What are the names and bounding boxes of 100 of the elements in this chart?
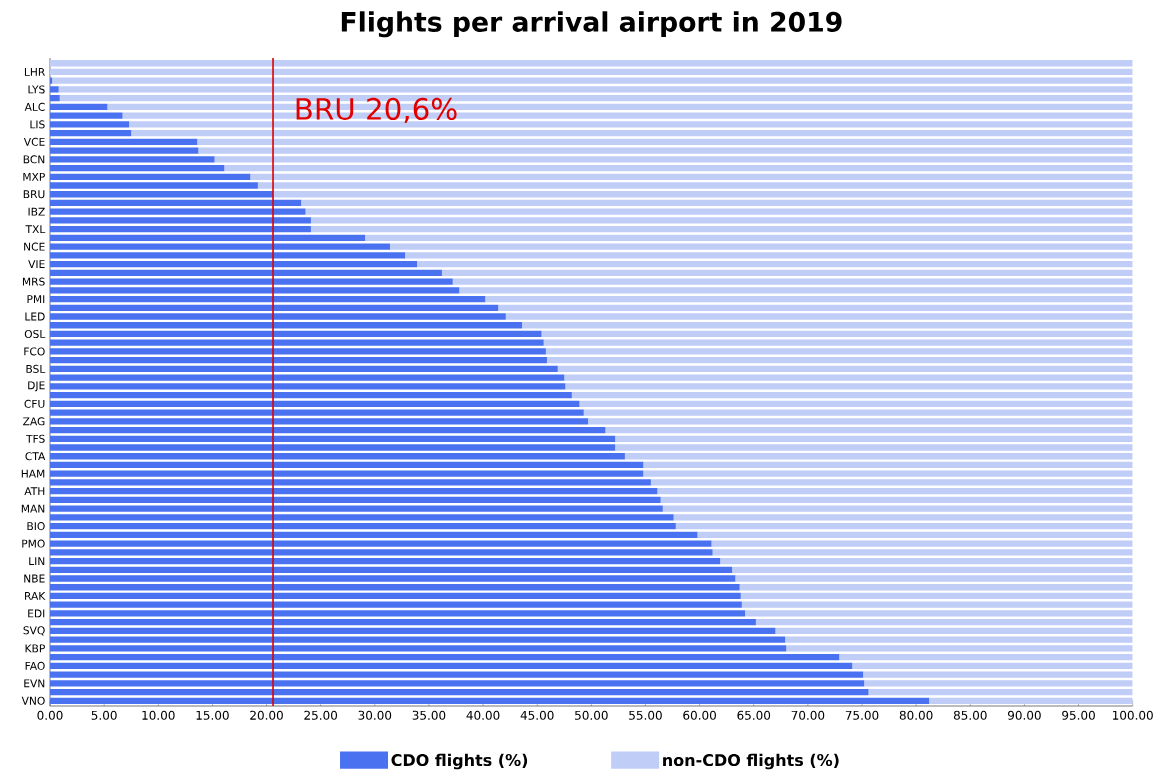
chart-title: Flights per arrival airport in 2019 <box>341 11 842 38</box>
bar <box>305 208 1133 215</box>
bar <box>50 383 566 390</box>
ref-line-label: BRU 20,6% <box>296 97 457 123</box>
bar <box>50 697 930 704</box>
y-tick-label: ATH <box>24 487 45 496</box>
bar <box>50 112 123 119</box>
y-tick-label: FCO <box>24 347 45 356</box>
bar <box>197 138 1133 145</box>
x-tick-label: 0.00 <box>37 710 63 720</box>
x-tick-label: 45.00 <box>520 710 554 720</box>
y-tick-label: VCE <box>23 137 45 146</box>
bar <box>498 304 1133 311</box>
y-tick-label: MAN <box>21 504 45 513</box>
bar <box>660 496 1133 504</box>
y-tick-label: LYS <box>28 85 45 94</box>
bar <box>301 199 1133 207</box>
bar <box>50 287 460 294</box>
bar <box>543 339 1133 346</box>
y-tick-label: NBE <box>24 574 45 583</box>
x-tick-label: 85.00 <box>953 710 987 720</box>
y-tick-label: CFU <box>24 399 45 408</box>
bar <box>257 182 1133 189</box>
y-tick-label: LHR <box>24 68 45 76</box>
bar <box>50 680 865 687</box>
y-tick-label: LED <box>25 312 45 321</box>
bar <box>310 226 1133 233</box>
y-tick-label: DJE <box>28 381 45 392</box>
bar <box>50 662 853 669</box>
x-tick-label: 25.00 <box>304 710 338 720</box>
x-tick-label: 60.00 <box>683 710 716 720</box>
y-tick-label: MRS <box>22 277 45 286</box>
bar <box>50 339 544 346</box>
bar <box>50 435 616 442</box>
bar <box>50 365 558 373</box>
bar <box>786 645 1133 652</box>
x-tick-label: 80.00 <box>899 710 933 720</box>
y-tick-label: CTA <box>25 452 46 461</box>
y-tick-label: OSL <box>24 329 46 338</box>
bar <box>198 147 1133 154</box>
bar <box>50 304 499 311</box>
bar <box>389 243 1133 250</box>
bar <box>643 461 1133 469</box>
bar <box>441 269 1133 276</box>
y-tick-label: EDI <box>28 609 45 618</box>
bar <box>224 164 1133 172</box>
bar <box>557 365 1133 373</box>
bar <box>50 505 663 512</box>
bar <box>50 557 721 565</box>
bar <box>740 592 1133 600</box>
bar <box>755 619 1133 626</box>
bar <box>50 653 840 661</box>
bar <box>650 479 1133 486</box>
x-tick-label: 5.00 <box>91 710 117 720</box>
bar <box>711 540 1133 547</box>
y-tick-label: BSL <box>26 364 46 373</box>
bar <box>50 418 589 425</box>
bar <box>50 60 1133 67</box>
bar <box>52 77 1133 84</box>
x-tick-label: 35.00 <box>412 710 446 720</box>
y-tick-label: BCN <box>23 155 45 164</box>
bar <box>50 400 580 407</box>
bar <box>50 252 406 259</box>
bar <box>579 400 1133 407</box>
bar <box>868 688 1133 696</box>
bar <box>565 383 1133 390</box>
bar <box>131 129 1133 137</box>
bar <box>417 260 1133 268</box>
y-tick-label: ALC <box>24 102 45 111</box>
bar <box>50 121 130 128</box>
bar <box>522 322 1133 329</box>
bar <box>50 688 869 696</box>
bar <box>50 374 565 381</box>
bar <box>929 697 1133 704</box>
bar <box>50 191 274 198</box>
bar <box>50 164 225 172</box>
bar <box>50 426 606 434</box>
x-tick-label: 95.00 <box>1062 710 1095 720</box>
bar <box>50 671 864 678</box>
bar <box>775 627 1133 635</box>
bar <box>50 601 742 608</box>
bar <box>605 426 1133 434</box>
bar <box>50 226 311 233</box>
bar <box>662 505 1133 512</box>
bar <box>452 278 1133 285</box>
x-tick-label: 20.00 <box>250 710 283 720</box>
bar <box>50 322 523 329</box>
legend-label: non-CDO flights (%) <box>663 753 839 770</box>
bar <box>564 374 1133 381</box>
bar <box>712 549 1133 556</box>
y-tick-label: TFS <box>26 434 45 443</box>
x-tick-label: 100.00 <box>1113 710 1153 720</box>
bar <box>250 173 1133 180</box>
bar <box>50 479 651 486</box>
bar <box>50 627 776 635</box>
bar <box>50 86 59 93</box>
x-tick-label: 30.00 <box>358 710 392 720</box>
y-tick-label: NCE <box>24 242 45 251</box>
bar <box>735 575 1133 582</box>
bar <box>615 435 1133 442</box>
